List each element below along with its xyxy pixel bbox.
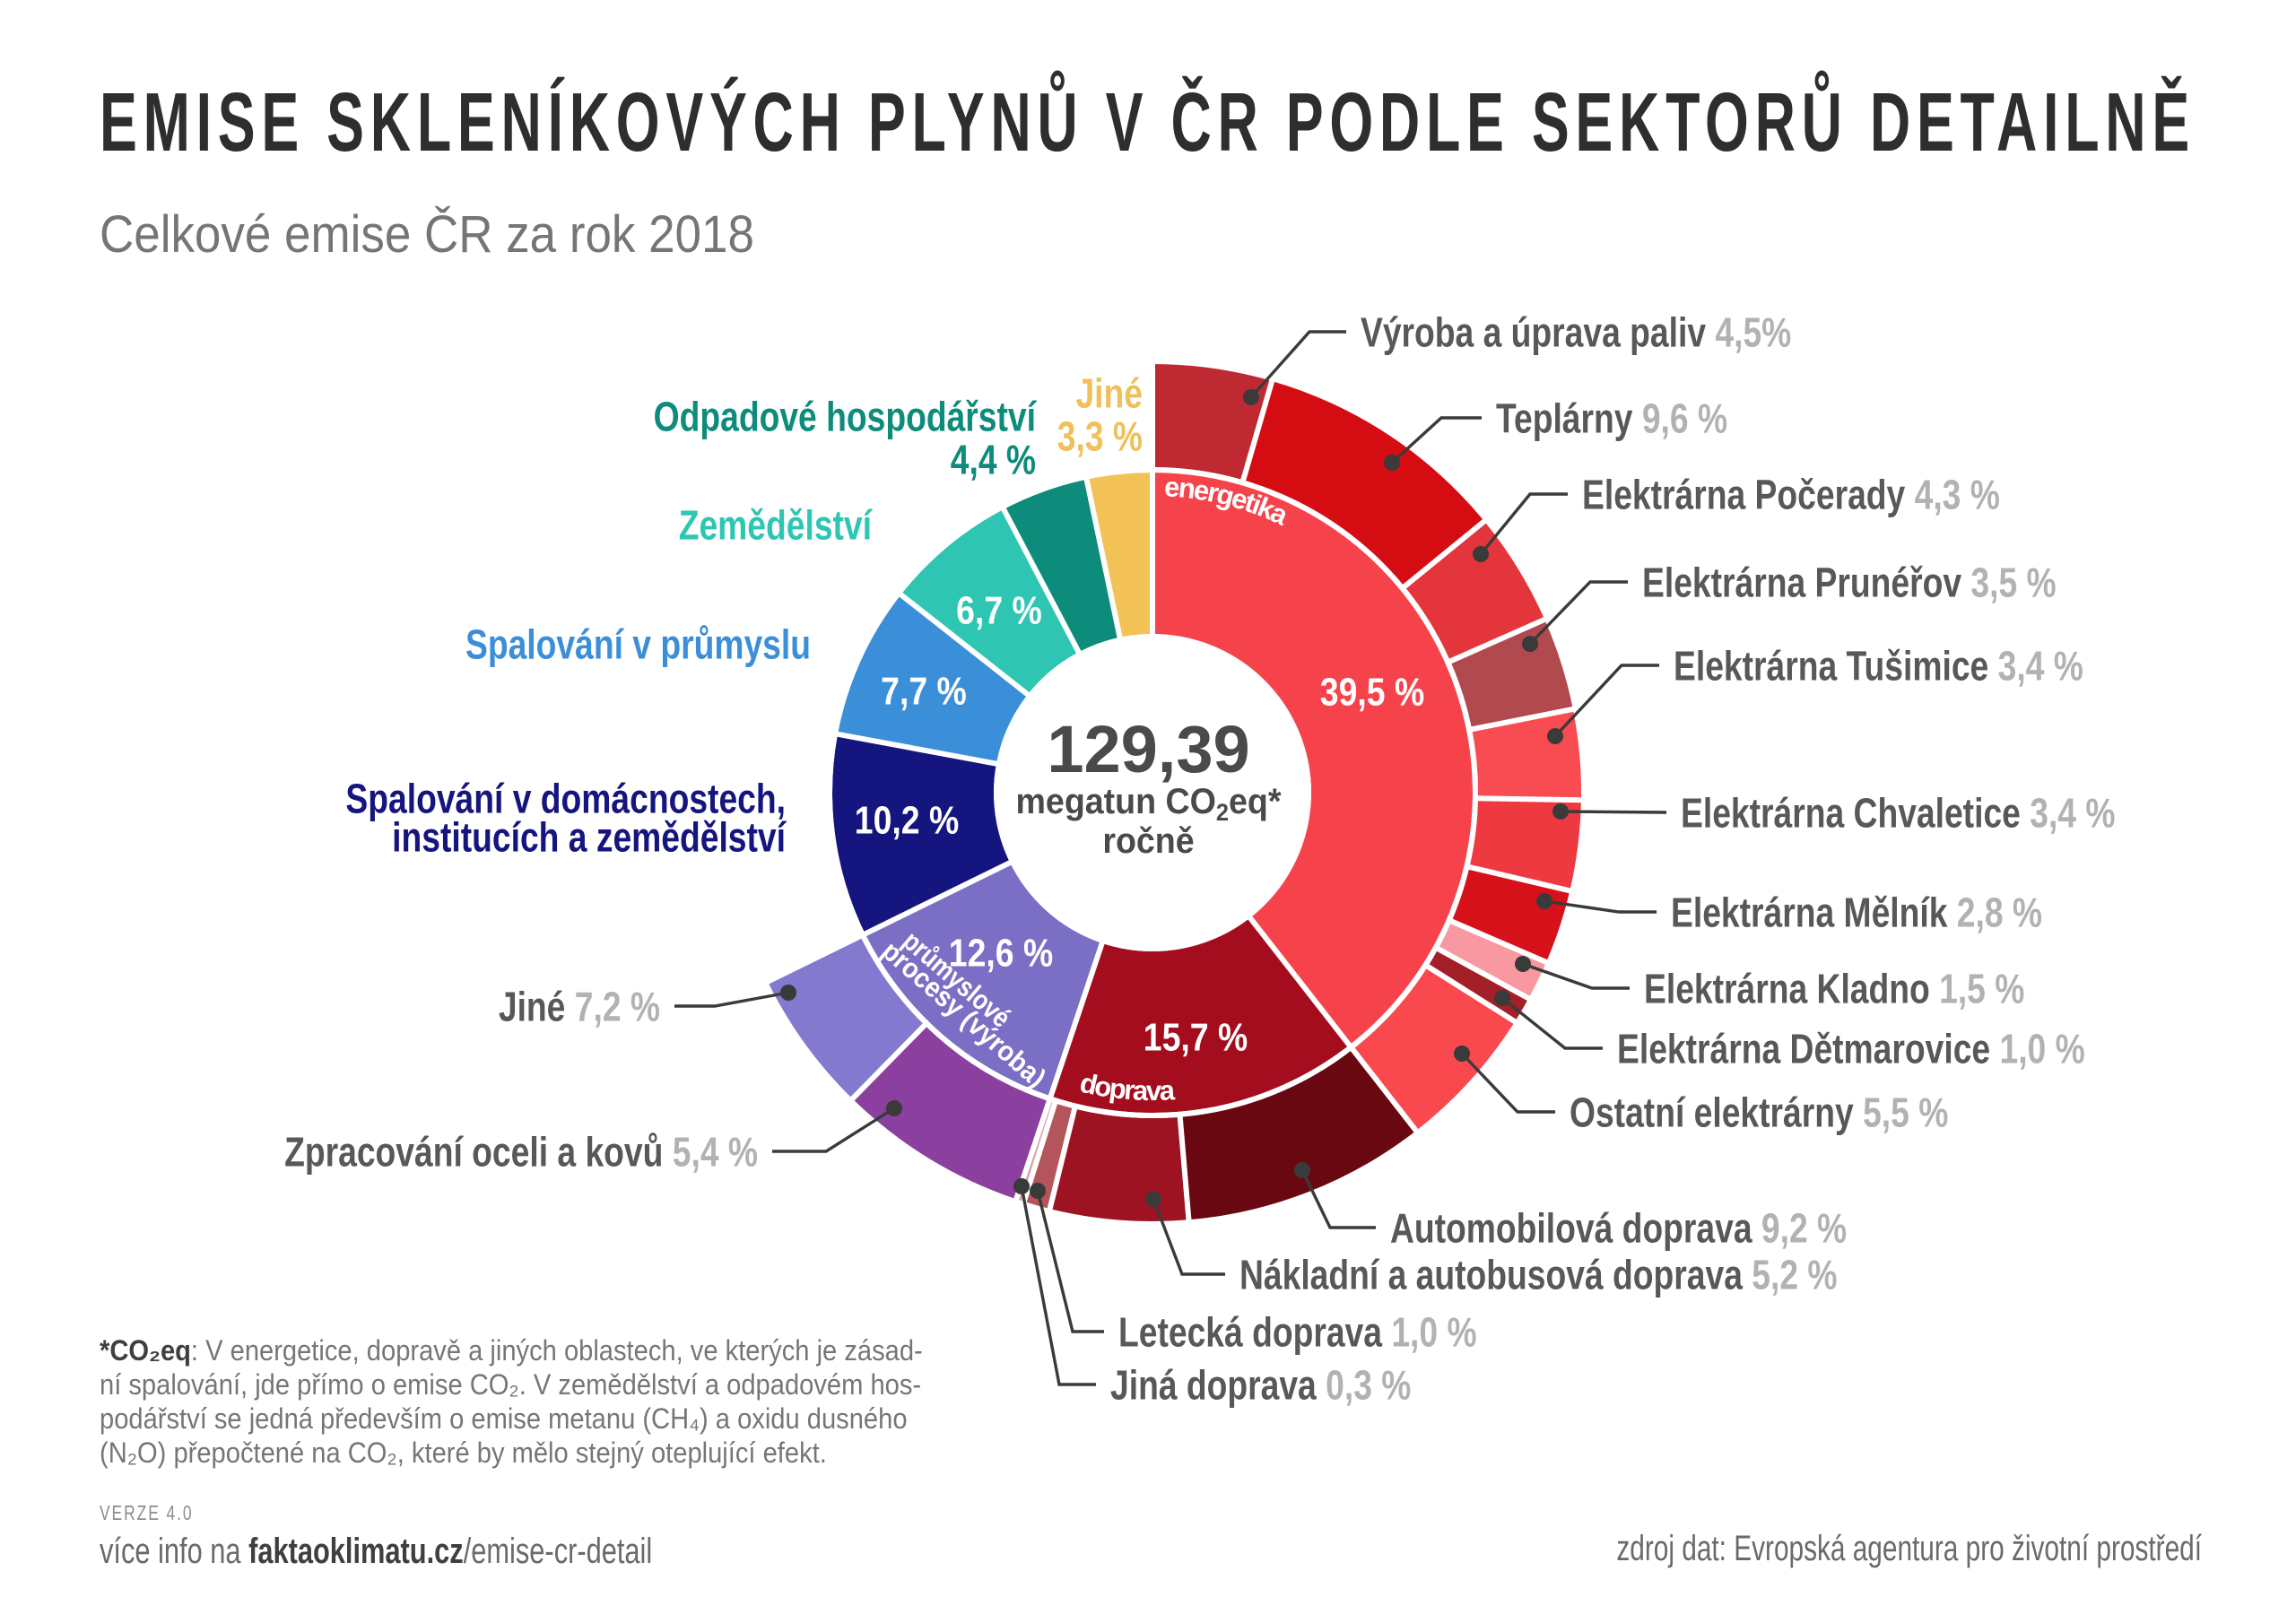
svg-text:129,39: 129,39 <box>1047 712 1249 786</box>
svg-text:Odpadové hospodářství: Odpadové hospodářství <box>654 394 1038 440</box>
svg-text:Ostatní elektrárny 5,5 %: Ostatní elektrárny 5,5 % <box>1570 1089 1948 1136</box>
svg-text:Spalování v domácnostech,: Spalování v domácnostech, <box>345 776 786 822</box>
svg-text:Jiné 7,2 %: Jiné 7,2 % <box>499 984 660 1030</box>
svg-text:Elektrárna Prunéřov 3,5 %: Elektrárna Prunéřov 3,5 % <box>1642 560 2057 606</box>
svg-text:Elektrárna Tušimice 3,4 %: Elektrárna Tušimice 3,4 % <box>1674 643 2083 690</box>
svg-text:institucích a zemědělství: institucích a zemědělství <box>392 814 787 861</box>
svg-text:Teplárny 9,6 %: Teplárny 9,6 % <box>1496 395 1727 442</box>
svg-text:Elektrárna Dětmarovice 1,0 %: Elektrárna Dětmarovice 1,0 % <box>1617 1026 2085 1072</box>
svg-text:Automobilová doprava 9,2 %: Automobilová doprava 9,2 % <box>1390 1205 1847 1252</box>
svg-text:Elektrárna Chvaletice 3,4 %: Elektrárna Chvaletice 3,4 % <box>1681 790 2115 837</box>
svg-text:Zemědělství: Zemědělství <box>679 502 874 549</box>
svg-text:3,3 %: 3,3 % <box>1057 413 1143 460</box>
svg-text:Zpracování oceli a kovů 5,4 %: Zpracování oceli a kovů 5,4 % <box>284 1129 758 1176</box>
svg-text:Elektrárna Počerady 4,3 %: Elektrárna Počerady 4,3 % <box>1582 472 2000 518</box>
svg-text:Jiná doprava 0,3 %: Jiná doprava 0,3 % <box>1110 1362 1411 1409</box>
svg-text:15,7 %: 15,7 % <box>1144 1015 1248 1060</box>
svg-text:4,4 %: 4,4 % <box>951 437 1036 483</box>
svg-text:Letecká doprava 1,0 %: Letecká doprava 1,0 % <box>1118 1309 1477 1356</box>
svg-text:Elektrárna Mělník 2,8 %: Elektrárna Mělník 2,8 % <box>1671 890 2042 936</box>
svg-text:Spalování v průmyslu: Spalování v průmyslu <box>465 621 811 668</box>
svg-text:Výroba a úprava paliv 4,5%: Výroba a úprava paliv 4,5% <box>1361 309 1791 356</box>
svg-text:39,5 %: 39,5 % <box>1320 670 1424 715</box>
svg-text:Nákladní a autobusová doprava: Nákladní a autobusová doprava 5,2 % <box>1239 1252 1838 1298</box>
svg-text:ročně: ročně <box>1102 821 1194 861</box>
svg-text:7,7 %: 7,7 % <box>881 669 967 714</box>
svg-text:Elektrárna Kladno 1,5 %: Elektrárna Kladno 1,5 % <box>1644 966 2024 1012</box>
svg-text:6,7 %: 6,7 % <box>956 588 1042 633</box>
svg-text:12,6 %: 12,6 % <box>949 931 1053 976</box>
svg-text:Jiné: Jiné <box>1075 370 1143 417</box>
svg-text:10,2 %: 10,2 % <box>855 798 959 843</box>
svg-text:megatun CO2eq*: megatun CO2eq* <box>1015 782 1282 826</box>
